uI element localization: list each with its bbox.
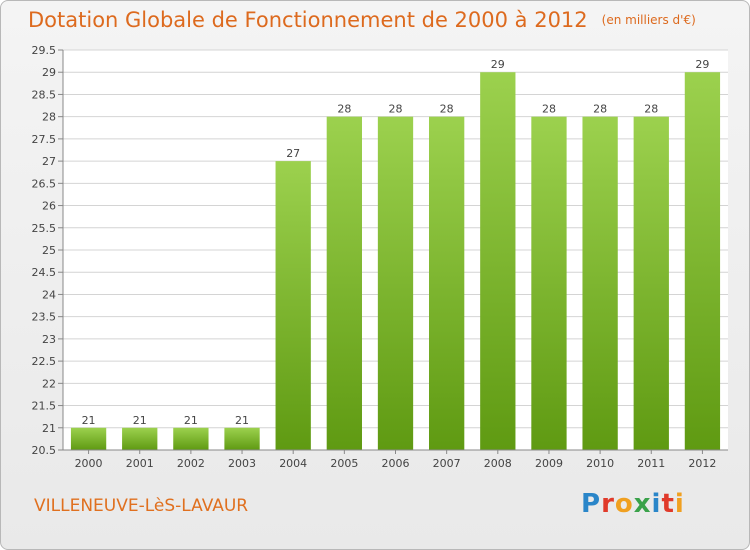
bar-2010[interactable] xyxy=(582,116,618,451)
x-tick-label-2006: 2006 xyxy=(382,457,410,470)
y-tick-label: 22.5 xyxy=(32,355,57,368)
data-label-2008: 29 xyxy=(491,58,505,71)
data-labels: 21 21 21 21 27 28 28 28 29 28 28 28 29 xyxy=(82,58,710,427)
data-label-2011: 28 xyxy=(644,103,658,116)
chart-title: Dotation Globale de Fonctionnement de 20… xyxy=(28,8,696,32)
bar-2000[interactable] xyxy=(70,427,107,450)
bars xyxy=(70,72,721,451)
y-tick-label: 21 xyxy=(42,422,56,435)
data-label-2005: 28 xyxy=(337,103,351,116)
y-tick-label: 24.5 xyxy=(32,266,57,279)
bar-2011[interactable] xyxy=(633,116,669,451)
x-tick-label-2012: 2012 xyxy=(688,457,716,470)
y-tick-label: 24 xyxy=(42,288,56,301)
bar-2009[interactable] xyxy=(531,116,567,451)
y-tick-label: 29.5 xyxy=(32,44,57,57)
x-tick-label-2009: 2009 xyxy=(535,457,563,470)
bar-2008[interactable] xyxy=(480,72,516,450)
x-tick-label-2008: 2008 xyxy=(484,457,512,470)
y-tick-label: 26 xyxy=(42,200,56,213)
data-label-2006: 28 xyxy=(389,103,403,116)
data-label-2000: 21 xyxy=(82,414,96,427)
x-tick-label-2005: 2005 xyxy=(330,457,358,470)
data-label-2001: 21 xyxy=(133,414,147,427)
y-tick-label: 25.5 xyxy=(32,222,57,235)
y-tick-label: 25 xyxy=(42,244,56,257)
chart-title-text: Dotation Globale de Fonctionnement de 20… xyxy=(28,8,588,32)
data-label-2003: 21 xyxy=(235,414,249,427)
data-label-2007: 28 xyxy=(440,103,454,116)
commune-name: VILLENEUVE-LèS-LAVAUR xyxy=(34,496,249,516)
bar-2005[interactable] xyxy=(326,116,362,451)
y-tick-label: 29 xyxy=(42,66,56,79)
x-tick-label-2001: 2001 xyxy=(126,457,154,470)
x-tick-label-2004: 2004 xyxy=(279,457,307,470)
y-tick-label: 27 xyxy=(42,155,56,168)
data-label-2002: 21 xyxy=(184,414,198,427)
x-axis: 2000 2001 2002 2003 2004 2005 2006 2007 2008 2009… xyxy=(63,449,728,470)
y-tick-label: 28.5 xyxy=(32,88,57,101)
y-tick-label: 21.5 xyxy=(32,400,57,413)
bar-2004[interactable] xyxy=(275,161,311,450)
y-axis: 20.5 21 21.5 22 22.5 23 23.5 24 24.5 25 25.5 26 26.5… xyxy=(32,44,64,457)
y-tick-label: 26.5 xyxy=(32,177,57,190)
bar-2003[interactable] xyxy=(224,427,260,450)
y-tick-label: 23.5 xyxy=(32,311,57,324)
x-tick-label-2010: 2010 xyxy=(586,457,614,470)
y-tick-label: 22 xyxy=(42,377,56,390)
data-label-2004: 27 xyxy=(286,147,300,160)
proxiti-logo[interactable]: Proxiti xyxy=(581,489,685,519)
bar-2001[interactable] xyxy=(122,427,158,450)
x-tick-label-2003: 2003 xyxy=(228,457,256,470)
bar-2002[interactable] xyxy=(173,427,209,450)
data-label-2012: 29 xyxy=(695,58,709,71)
bar-2006[interactable] xyxy=(377,116,414,451)
y-tick-label: 28 xyxy=(42,111,56,124)
bar-2007[interactable] xyxy=(429,116,465,451)
chart-unit: (en milliers d'€) xyxy=(601,13,696,27)
y-tick-label: 20.5 xyxy=(32,444,57,457)
x-tick-label-2002: 2002 xyxy=(177,457,205,470)
x-tick-label-2007: 2007 xyxy=(433,457,461,470)
x-tick-label-2000: 2000 xyxy=(75,457,103,470)
bar-2012[interactable] xyxy=(684,72,721,450)
x-tick-label-2011: 2011 xyxy=(637,457,665,470)
y-tick-label: 27.5 xyxy=(32,133,57,146)
data-label-2009: 28 xyxy=(542,103,556,116)
y-tick-label: 23 xyxy=(42,333,56,346)
data-label-2010: 28 xyxy=(593,103,607,116)
